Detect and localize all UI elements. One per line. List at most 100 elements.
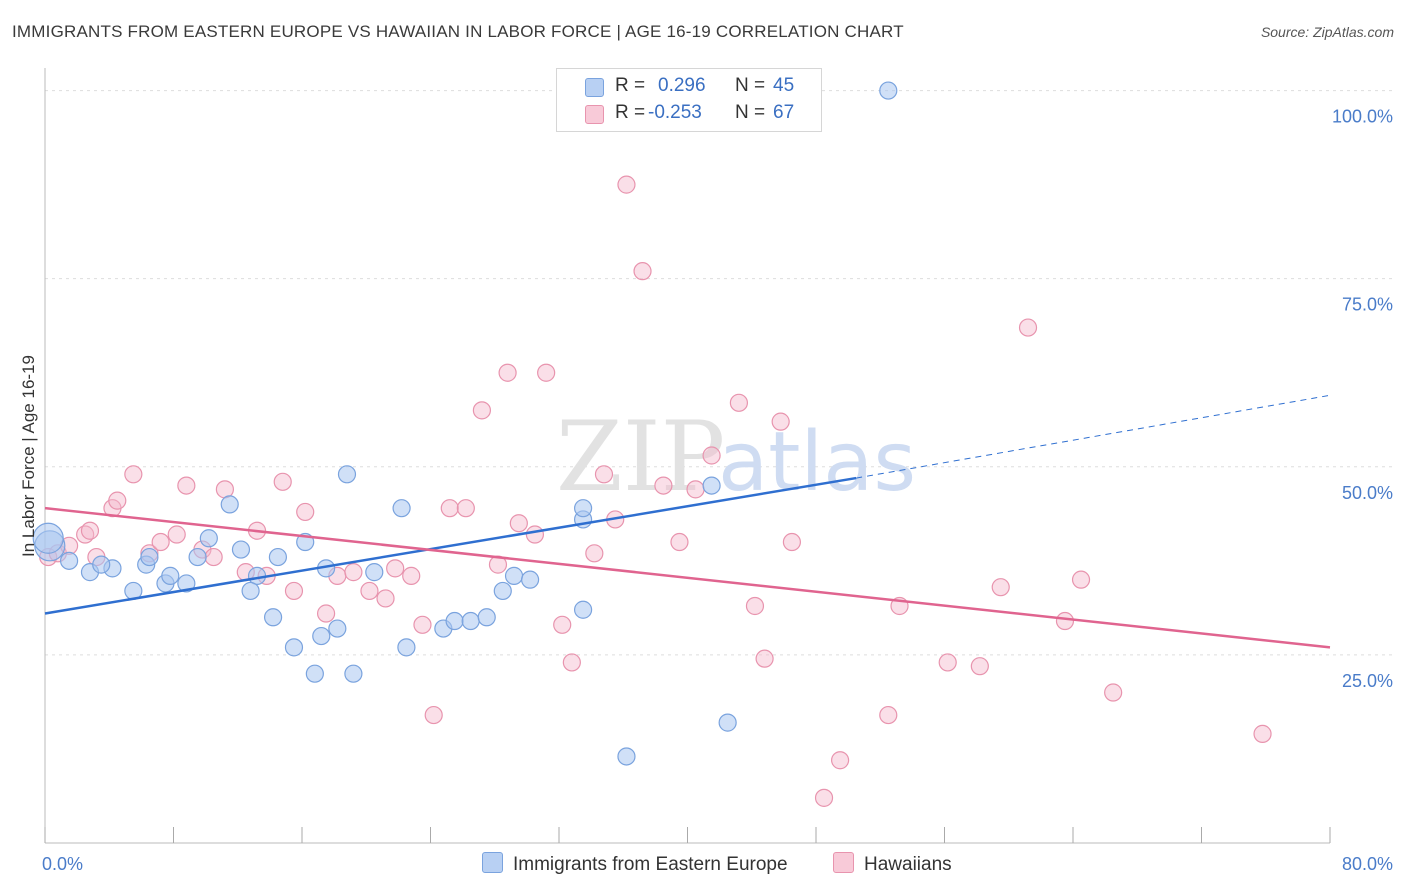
hawaiians-point: [594, 465, 614, 484]
hawaiians-point: [1071, 570, 1091, 589]
trend-lines: [44, 394, 1331, 649]
eastern-europe-point: [305, 664, 324, 683]
hawaiians-point: [316, 604, 336, 623]
eastern-europe-point: [177, 574, 196, 593]
hawaiians-point: [654, 476, 673, 495]
hawaiians-point: [670, 532, 689, 552]
hawaiians-point: [360, 581, 379, 601]
eastern-europe-point: [879, 81, 898, 100]
watermark-zip: ZIP: [556, 401, 725, 513]
legend-r-value: 0.296: [658, 75, 706, 96]
eastern-europe-point: [365, 563, 384, 582]
eastern-europe-point: [231, 540, 251, 559]
hawaiians-point: [413, 615, 432, 634]
axes: [44, 68, 1331, 844]
y-tick-label: 50.0%: [1342, 483, 1393, 503]
correlation-legend: R = 0.296 N = 45 R = -0.253 N = 67: [556, 68, 822, 132]
hawaiians-point: [424, 705, 443, 725]
y-tick-label: 100.0%: [1332, 107, 1393, 127]
hawaiians-point: [771, 412, 790, 431]
hawaiians-point: [755, 649, 774, 668]
hawaiians-point: [525, 525, 545, 544]
eastern-europe-point: [268, 547, 288, 567]
eastern-europe-point: [397, 638, 416, 657]
legend-r-value: -0.253: [648, 102, 702, 123]
hawaiians-point: [814, 788, 834, 807]
eastern-europe-point: [392, 499, 411, 518]
eastern-europe-point: [702, 476, 721, 495]
legend-r-label: R =: [615, 75, 646, 96]
hawaiians-point: [284, 581, 304, 601]
legend-swatch-blue: [585, 78, 604, 97]
hawaiians-point: [1104, 683, 1123, 702]
legend-n-label: N =: [735, 102, 766, 123]
hawaiians-point: [686, 480, 705, 499]
source-label: Source: ZipAtlas.com: [1260, 24, 1394, 40]
x-tick-label: 0.0%: [42, 854, 83, 874]
watermark: ZIP atlas: [556, 401, 916, 513]
eastern-europe-point: [220, 495, 239, 514]
hawaiians-point: [617, 175, 636, 194]
hawaiians-point: [879, 705, 898, 725]
eastern-europe-point: [263, 608, 283, 627]
hawaiians-point: [537, 363, 556, 382]
eastern-europe-point: [32, 522, 64, 554]
hawaiians-point: [1018, 318, 1038, 337]
legend-swatch-pink: [833, 852, 854, 873]
hawaiians-point: [970, 657, 989, 676]
hawaiians-point: [344, 563, 363, 582]
eastern-europe-point: [140, 547, 159, 567]
eastern-europe-point: [161, 566, 180, 585]
legend-item-eastern-europe: Immigrants from Eastern Europe: [482, 852, 788, 876]
eastern-europe-point: [493, 581, 512, 601]
eastern-europe-point: [344, 664, 363, 683]
eastern-europe-point: [573, 600, 593, 619]
legend-swatch-pink: [585, 105, 604, 124]
eastern-europe-point: [284, 638, 304, 657]
hawaiians-point: [108, 491, 127, 510]
chart-title: IMMIGRANTS FROM EASTERN EUROPE VS HAWAII…: [12, 22, 904, 41]
hawaiians-point: [124, 465, 143, 484]
grid: [45, 90, 1392, 656]
y-axis-label: In Labor Force | Age 16-19: [19, 355, 38, 557]
hawaiians-point: [167, 525, 186, 544]
eastern-europe-trend-extension: [856, 394, 1331, 479]
hawaiians-trend-line: [44, 506, 1331, 649]
hawaiians-point: [585, 544, 604, 563]
eastern-europe-trend-line: [44, 476, 857, 615]
hawaiians-point: [509, 514, 528, 533]
eastern-europe-point: [617, 747, 636, 766]
hawaiians-point: [562, 653, 581, 672]
eastern-europe-point: [241, 581, 260, 601]
legend-swatch-blue: [482, 852, 503, 873]
eastern-europe-point: [312, 626, 331, 646]
hawaiians-point: [440, 499, 459, 518]
eastern-europe-point: [199, 529, 218, 548]
legend-label: Hawaiians: [864, 854, 952, 875]
hawaiians-point: [938, 653, 957, 672]
hawaiians-point: [830, 751, 850, 770]
hawaiians-point: [782, 532, 802, 552]
legend-item-hawaiians: Hawaiians: [833, 852, 952, 876]
hawaiians-point: [1253, 724, 1272, 743]
legend-n-label: N =: [735, 75, 766, 96]
legend-n-value: 45: [773, 75, 795, 96]
hawaiians-point: [1055, 611, 1075, 631]
hawaiians-point: [151, 532, 170, 552]
y-tick-label: 75.0%: [1342, 295, 1393, 315]
hawaiians-point: [456, 499, 475, 518]
watermark-atlas: atlas: [718, 415, 916, 510]
eastern-europe-point: [328, 619, 347, 638]
tick-labels: 25.0% 50.0% 75.0% 100.0% 0.0% 80.0%: [42, 107, 1393, 874]
eastern-europe-point: [573, 499, 593, 518]
eastern-europe-point: [92, 555, 111, 574]
hawaiians-points: [39, 175, 1272, 807]
eastern-europe-point: [59, 551, 79, 570]
hawaiians-point: [633, 262, 652, 281]
hawaiians-point: [498, 363, 517, 382]
eastern-europe-point: [188, 547, 207, 567]
x-tick-label: 80.0%: [1342, 854, 1393, 874]
hawaiians-point: [80, 521, 100, 540]
hawaiians-point: [376, 589, 395, 608]
hawaiians-point: [204, 547, 223, 567]
